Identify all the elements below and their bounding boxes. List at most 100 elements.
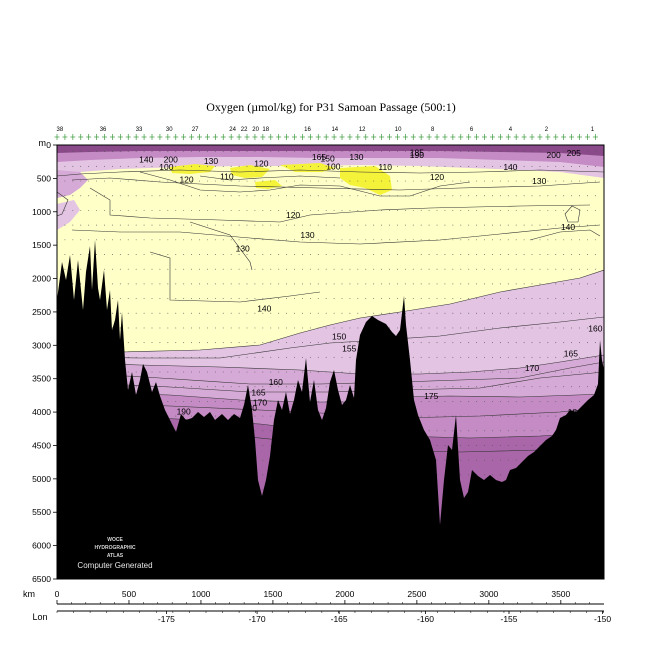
- sample-dot: [349, 209, 351, 211]
- sample-dot: [555, 312, 557, 314]
- contour-label: 165: [312, 152, 326, 162]
- sample-dot: [199, 312, 200, 314]
- sample-dot: [460, 254, 462, 255]
- sample-dot: [199, 283, 200, 285]
- sample-dot: [499, 386, 501, 388]
- sample-dot: [135, 268, 137, 270]
- x-tick-label: 2000: [335, 589, 354, 599]
- sample-dot: [555, 386, 557, 388]
- sample-dot: [333, 195, 335, 197]
- sample-dot: [412, 151, 414, 153]
- sample-dot: [412, 342, 414, 344]
- sample-dot: [199, 239, 200, 241]
- sample-dot: [262, 459, 264, 461]
- sample-dot: [476, 327, 478, 329]
- sample-dot: [143, 312, 145, 314]
- sample-dot: [151, 386, 153, 388]
- y-axis-label: m: [39, 138, 47, 148]
- sample-dot: [389, 209, 390, 211]
- sample-dot: [404, 268, 406, 270]
- sample-dot: [254, 371, 256, 373]
- sample-dot: [64, 268, 66, 270]
- sample-dot: [183, 356, 185, 358]
- sample-dot: [183, 239, 185, 241]
- sample-dot: [491, 268, 493, 270]
- station-number: 8: [431, 127, 435, 133]
- sample-dot: [317, 239, 319, 241]
- sample-dot: [294, 224, 295, 226]
- y-tick-label: 6000: [32, 541, 51, 551]
- sample-dot: [365, 224, 367, 226]
- sample-dot: [206, 400, 208, 402]
- sample-dot: [436, 283, 438, 285]
- station-number: 18: [262, 127, 269, 133]
- sample-dot: [594, 165, 596, 167]
- sample-dot: [586, 283, 588, 285]
- sample-dot: [246, 151, 248, 153]
- sample-dot: [396, 254, 398, 255]
- sample-dot: [222, 371, 224, 373]
- sample-dot: [199, 254, 200, 255]
- sample-dot: [191, 371, 193, 373]
- sample-dot: [436, 224, 438, 226]
- sample-dot: [507, 342, 509, 344]
- sample-dot: [301, 371, 303, 373]
- sample-dot: [341, 268, 343, 270]
- sample-dot: [507, 371, 509, 373]
- sample-dot: [531, 254, 533, 255]
- contour-label: 130: [300, 230, 314, 240]
- lon-tick-label: -175: [158, 614, 175, 624]
- sample-dot: [452, 224, 454, 226]
- contour-label: 175: [424, 391, 438, 401]
- watermark-line-2: HYDROGRAPHIC: [94, 545, 136, 551]
- sample-dot: [499, 165, 501, 167]
- sample-dot: [531, 386, 533, 388]
- sample-dot: [499, 327, 501, 329]
- sample-dot: [515, 180, 517, 182]
- sample-dot: [531, 298, 533, 300]
- sample-dot: [230, 342, 232, 344]
- sample-dot: [476, 445, 478, 446]
- watermark-line-3: ATLAS: [107, 553, 124, 559]
- sample-dot: [389, 151, 390, 153]
- sample-dot: [476, 386, 478, 388]
- sample-dot: [436, 180, 438, 182]
- sample-dot: [325, 195, 327, 197]
- sample-dot: [104, 165, 105, 167]
- station-number: 12: [359, 127, 366, 133]
- sample-dot: [499, 268, 501, 270]
- sample-dot: [507, 445, 509, 446]
- sample-dot: [499, 445, 501, 446]
- sample-dot: [167, 400, 169, 402]
- sample-dot: [484, 268, 485, 270]
- sample-dot: [262, 298, 264, 300]
- sample-dot: [341, 400, 343, 402]
- sample-dot: [143, 327, 145, 329]
- sample-dot: [389, 327, 390, 329]
- sample-dot: [111, 209, 113, 211]
- sample-dot: [460, 474, 462, 476]
- sample-dot: [206, 327, 208, 329]
- sample-dot: [206, 371, 208, 373]
- sample-dot: [286, 180, 288, 182]
- sample-dot: [88, 224, 90, 226]
- sample-dot: [523, 445, 525, 446]
- sample-dot: [301, 254, 303, 255]
- sample-dot: [563, 224, 565, 226]
- sample-dot: [111, 151, 113, 153]
- sample-dot: [563, 400, 565, 402]
- sample-dot: [484, 342, 485, 344]
- sample-dot: [191, 312, 193, 314]
- bathymetry-seafloor: [57, 240, 604, 579]
- contour-100: [199, 175, 341, 181]
- sample-dot: [579, 371, 580, 373]
- sample-dot: [389, 180, 390, 182]
- sample-dot: [111, 224, 113, 226]
- sample-dot: [460, 165, 462, 167]
- sample-dot: [571, 327, 573, 329]
- contour-east-loop: [564, 205, 581, 223]
- sample-dot: [135, 209, 137, 211]
- sample-dot: [72, 209, 74, 211]
- sample-dot: [301, 180, 303, 182]
- sample-dot: [452, 342, 454, 344]
